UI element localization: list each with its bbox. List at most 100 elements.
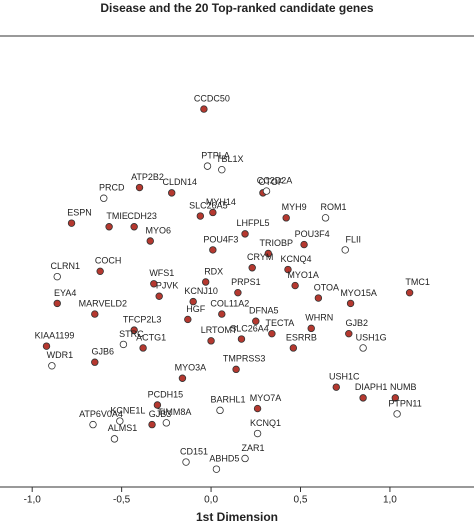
point-label: GJB6 (92, 347, 115, 357)
x-tick-label: -0,5 (113, 495, 131, 506)
point-label: NUMB (390, 382, 417, 392)
point-label: COCH (95, 256, 122, 266)
point-label: ROM1 (321, 202, 347, 212)
point (345, 329, 353, 338)
point (314, 294, 323, 302)
point (341, 246, 349, 254)
point-label: STRC (119, 329, 144, 339)
point-label: POU3F4 (295, 229, 330, 239)
point (119, 340, 128, 349)
point (237, 335, 246, 343)
point-label: ATP2B2 (131, 172, 164, 182)
point (178, 374, 187, 382)
point-label: RDX (204, 266, 223, 276)
point (162, 419, 171, 427)
point-label: CLRN1 (50, 261, 80, 271)
point-label: USH1G (356, 332, 387, 342)
point-label: MYO1A (287, 270, 319, 280)
point-label: PCDH15 (148, 389, 184, 399)
point-label: MYO3A (175, 363, 207, 373)
point (307, 324, 315, 333)
point-label: ABHD5 (209, 454, 239, 464)
point (168, 189, 176, 197)
point (248, 264, 256, 272)
point-label: KCNQ1 (250, 418, 281, 428)
point-label: SLC26A4 (230, 323, 269, 333)
point-label: PJVK (156, 281, 179, 291)
point-label: MYO7A (250, 393, 282, 403)
point (359, 394, 367, 402)
x-tick-label: 1,0 (383, 495, 397, 506)
point (268, 329, 276, 338)
point-label: PRPS1 (231, 277, 261, 287)
point (130, 223, 138, 231)
point (262, 187, 271, 195)
point (209, 208, 217, 217)
point (110, 435, 119, 443)
point (42, 342, 51, 350)
point (135, 183, 144, 192)
point (282, 214, 290, 222)
point-label: DFNA5 (249, 306, 279, 316)
point-label: BARHL1 (210, 395, 245, 405)
point-label: OTOF (259, 177, 284, 187)
point (393, 410, 401, 418)
point (207, 337, 215, 345)
point (359, 344, 367, 352)
point (100, 194, 108, 202)
point-label: GJB3 (149, 409, 172, 419)
point (253, 404, 262, 413)
x-tick-label: 0,0 (204, 495, 218, 506)
point-label: GJB2 (346, 318, 369, 328)
point (139, 344, 147, 352)
point-label: TMPRSS3 (223, 354, 266, 364)
point (218, 310, 226, 318)
point-label: MYH9 (282, 202, 307, 212)
point-label: CCDC50 (194, 93, 230, 103)
chart-title: Disease and the 20 Top-ranked candidate … (100, 1, 374, 15)
point-label: WFS1 (149, 268, 174, 278)
point (200, 105, 208, 113)
point-label: HGF (186, 304, 206, 314)
point (212, 465, 221, 473)
point (184, 315, 192, 324)
point-label: WDR1 (47, 350, 74, 360)
point (346, 299, 355, 308)
point-label: CD151 (180, 446, 208, 456)
point (232, 365, 240, 374)
point-label: ESRRB (286, 332, 317, 342)
point-label: ALMS1 (108, 423, 138, 433)
point-label: MARVELD2 (79, 298, 127, 308)
point-label: DIAPH1 (355, 382, 388, 392)
point-label: FLII (345, 234, 361, 244)
point (321, 214, 330, 222)
point-label: KCNJ10 (184, 286, 218, 296)
point (300, 240, 308, 249)
point-label: PTPLA (201, 151, 230, 161)
point (264, 249, 273, 258)
point (153, 401, 162, 409)
point (116, 417, 124, 425)
point-label: CRYM (247, 252, 273, 262)
point-label: USH1C (329, 372, 360, 382)
point-label: WHRN (305, 313, 333, 323)
point (291, 281, 299, 290)
point-label: MYO6 (145, 225, 171, 235)
point (67, 219, 76, 227)
point (91, 358, 99, 366)
point-label: KCNE1L (110, 405, 145, 415)
point (148, 420, 156, 429)
point-label: CDH23 (127, 211, 157, 221)
x-tick-label: -1,0 (24, 495, 42, 506)
point (89, 420, 97, 429)
point (182, 458, 190, 466)
point-label: KIAA1199 (35, 331, 75, 341)
point (91, 310, 99, 318)
point-label: TMC1 (405, 277, 430, 287)
point-label: ACTG1 (136, 332, 166, 342)
point-label: CLDN14 (162, 177, 197, 187)
point-label: MYH14 (206, 197, 236, 207)
point-label: COL11A2 (210, 298, 249, 308)
point-label: TRIOBP (260, 238, 294, 248)
